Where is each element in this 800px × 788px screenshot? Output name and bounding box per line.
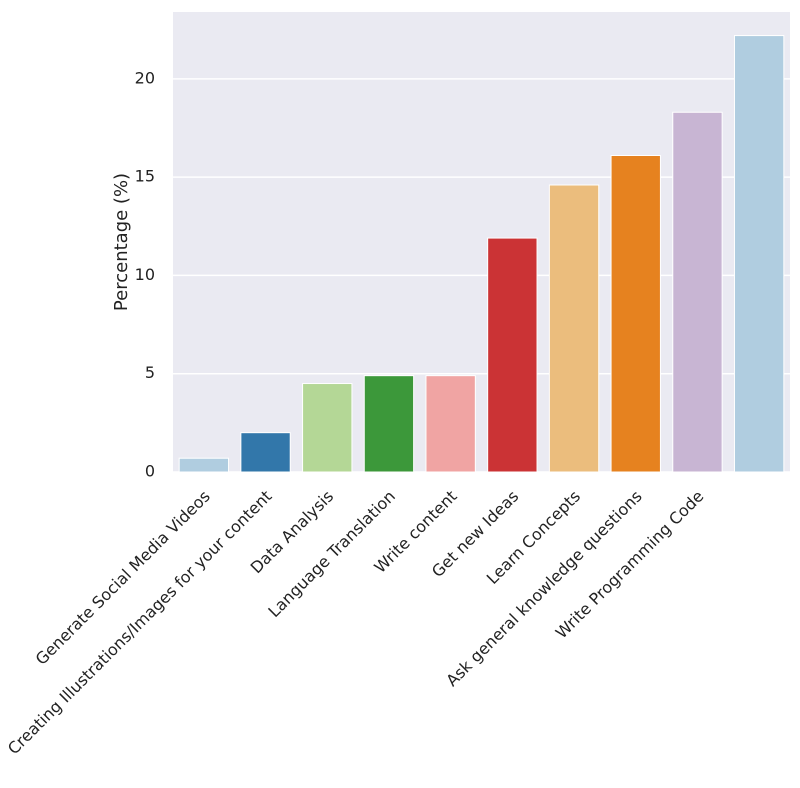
- bar: [425, 375, 476, 473]
- bar: [733, 35, 785, 473]
- y-tick-label: 15: [135, 167, 155, 186]
- y-axis-label: Percentage (%): [111, 173, 132, 311]
- bar: [487, 237, 538, 473]
- y-tick-label: 0: [145, 462, 155, 481]
- x-tick-label: Creating Illustrations/Images for your c…: [4, 487, 276, 759]
- bar: [302, 383, 353, 473]
- bar: [610, 155, 661, 473]
- bar: [672, 111, 723, 473]
- bar: [240, 432, 291, 473]
- y-tick-label: 5: [145, 363, 155, 382]
- y-tick-label: 20: [135, 68, 155, 87]
- bar: [178, 457, 230, 473]
- bar: [548, 184, 600, 473]
- y-tick-label: 10: [135, 265, 155, 284]
- bar: [363, 375, 415, 473]
